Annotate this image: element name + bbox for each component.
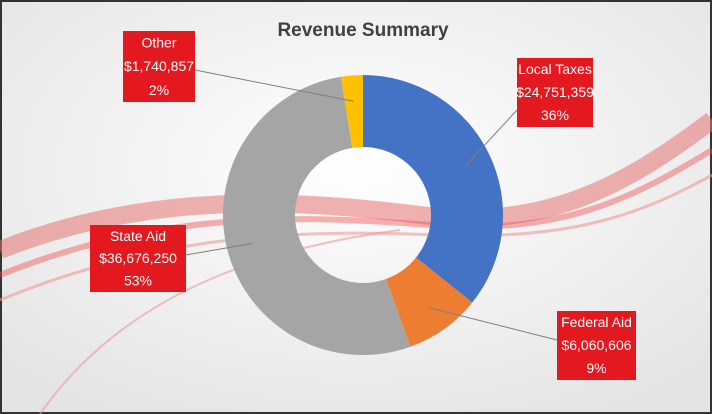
percent-label: 36% — [541, 107, 569, 123]
percent-label: 53% — [124, 273, 152, 289]
leader-line — [465, 109, 518, 167]
category-label: State Aid — [110, 228, 166, 244]
label-box — [517, 58, 593, 127]
donut-slice — [363, 75, 503, 303]
label-box — [123, 31, 195, 102]
value-label: $1,740,857 — [124, 58, 194, 74]
label-box — [90, 225, 186, 292]
donut-slice — [223, 76, 411, 355]
leader-line — [185, 242, 253, 256]
leader-line — [194, 69, 355, 102]
chart-title: Revenue Summary — [277, 20, 449, 41]
value-label: $24,751,359 — [516, 84, 594, 100]
percent-label: 2% — [149, 82, 169, 98]
leader-line — [429, 307, 558, 341]
percent-label: 9% — [586, 360, 606, 376]
category-label: Other — [141, 35, 176, 51]
label-box — [557, 311, 636, 380]
donut-slice — [386, 257, 473, 347]
category-label: Local Taxes — [518, 61, 592, 77]
value-label: $36,676,250 — [99, 250, 177, 266]
category-label: Federal Aid — [561, 314, 632, 330]
value-label: $6,060,606 — [561, 337, 631, 353]
donut-slice — [340, 75, 363, 148]
